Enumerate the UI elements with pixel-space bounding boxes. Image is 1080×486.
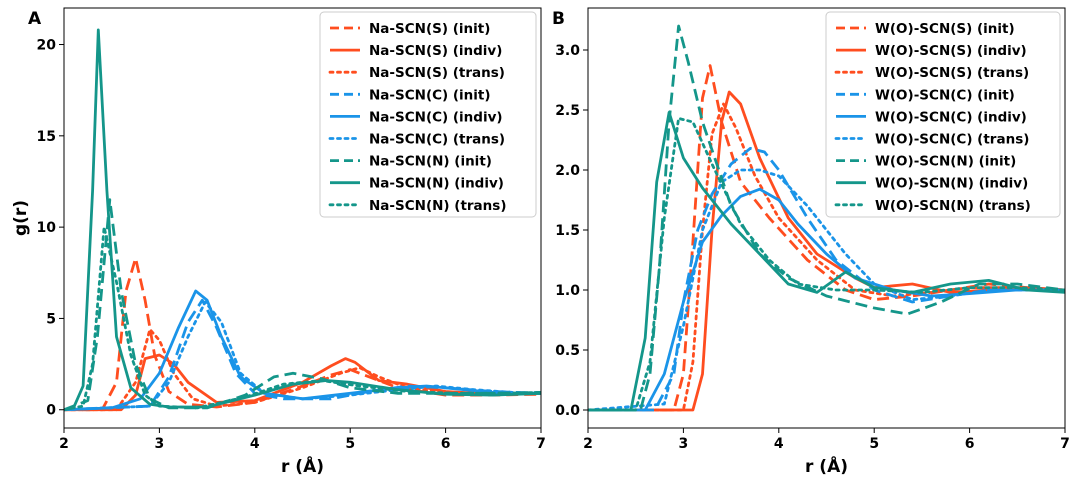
x-tick-label: 7	[1060, 436, 1070, 452]
panel-label: B	[552, 9, 565, 29]
legend-entry: W(O)-SCN(S) (init)	[875, 21, 1015, 37]
x-tick-label: 5	[869, 436, 879, 452]
legend-entry: Na-SCN(C) (trans)	[369, 132, 505, 148]
y-tick-label: 1.0	[555, 283, 580, 299]
x-tick-label: 6	[965, 436, 975, 452]
legend-box	[319, 11, 537, 218]
x-axis-label: r (Å)	[805, 454, 848, 477]
x-tick-label: 5	[345, 436, 355, 452]
y-tick-label: 0	[46, 403, 56, 419]
legend-entry: Na-SCN(N) (trans)	[369, 198, 507, 214]
x-tick-label: 3	[679, 436, 689, 452]
legend: Na-SCN(S) (init) Na-SCN(S) (indiv) Na-SCN(…	[319, 11, 537, 218]
series-line-8	[64, 225, 541, 412]
legend-entry: Na-SCN(C) (init)	[369, 87, 491, 103]
x-tick-label: 4	[250, 436, 260, 452]
panel-a: 2 3 4 5 6 7 0 5 10 15 20 r (Å) g(r) A Na-SCN(S) (init)…	[11, 7, 546, 477]
y-tick-label: 5	[46, 311, 56, 327]
series-line-4	[64, 289, 541, 412]
axes-frame	[63, 7, 542, 429]
legend-entry: Na-SCN(S) (init)	[369, 21, 490, 37]
plot-area	[588, 24, 1065, 412]
legend-box	[825, 11, 1061, 218]
x-tick-label: 2	[59, 436, 69, 452]
y-tick-label: 2.5	[555, 103, 580, 119]
series-line-7	[588, 111, 1065, 412]
series-line-5	[588, 168, 1065, 412]
panel-label: A	[28, 9, 42, 29]
legend-entry: W(O)-SCN(C) (indiv)	[875, 109, 1027, 125]
legend-entry: W(O)-SCN(C) (trans)	[875, 132, 1029, 148]
y-tick-label: 0.5	[555, 343, 580, 359]
x-tick-label: 6	[441, 436, 451, 452]
legend-entry: Na-SCN(S) (indiv)	[369, 43, 502, 59]
legend-entry: Na-SCN(C) (indiv)	[369, 109, 503, 125]
y-tick-label: 2.0	[555, 163, 580, 179]
y-tick-label: 15	[37, 129, 56, 145]
y-tick-label: 3.0	[555, 43, 580, 59]
legend-entry: W(O)-SCN(N) (indiv)	[875, 176, 1028, 192]
legend-entry: Na-SCN(S) (trans)	[369, 65, 505, 81]
y-axis-label: g(r)	[11, 200, 31, 236]
x-tick-label: 3	[155, 436, 165, 452]
legend-entry: W(O)-SCN(S) (indiv)	[875, 43, 1027, 59]
x-tick-label: 4	[774, 436, 784, 452]
series-line-2	[64, 328, 541, 412]
panel-b: 2 3 4 5 6 7 0.0 0.5 1.0 1.5 2.0 2.5 3.0 r (Å) B W(O)-SC…	[552, 7, 1070, 477]
series-line-0	[588, 64, 1065, 412]
y-tick-label: 1.5	[555, 223, 580, 239]
plot-area	[64, 28, 541, 412]
legend-entry: Na-SCN(N) (init)	[369, 154, 492, 170]
axes-frame	[587, 7, 1066, 429]
legend-entry: W(O)-SCN(S) (trans)	[875, 65, 1029, 81]
legend-entry: Na-SCN(N) (indiv)	[369, 176, 504, 192]
legend-entry: W(O)-SCN(N) (init)	[875, 154, 1016, 170]
y-tick-label: 20	[37, 38, 57, 54]
y-tick-label: 0.0	[555, 403, 580, 419]
series-line-3	[588, 147, 1065, 412]
series-line-4	[588, 187, 1065, 412]
x-tick-label: 2	[583, 436, 593, 452]
x-tick-label: 7	[536, 436, 546, 452]
legend-entry: W(O)-SCN(N) (trans)	[875, 198, 1031, 214]
legend: W(O)-SCN(S) (init) W(O)-SCN(S) (indiv) W(O…	[825, 11, 1061, 218]
x-axis-label: r (Å)	[281, 454, 324, 477]
legend-entry: W(O)-SCN(C) (init)	[875, 87, 1015, 103]
y-tick-label: 10	[37, 220, 57, 236]
